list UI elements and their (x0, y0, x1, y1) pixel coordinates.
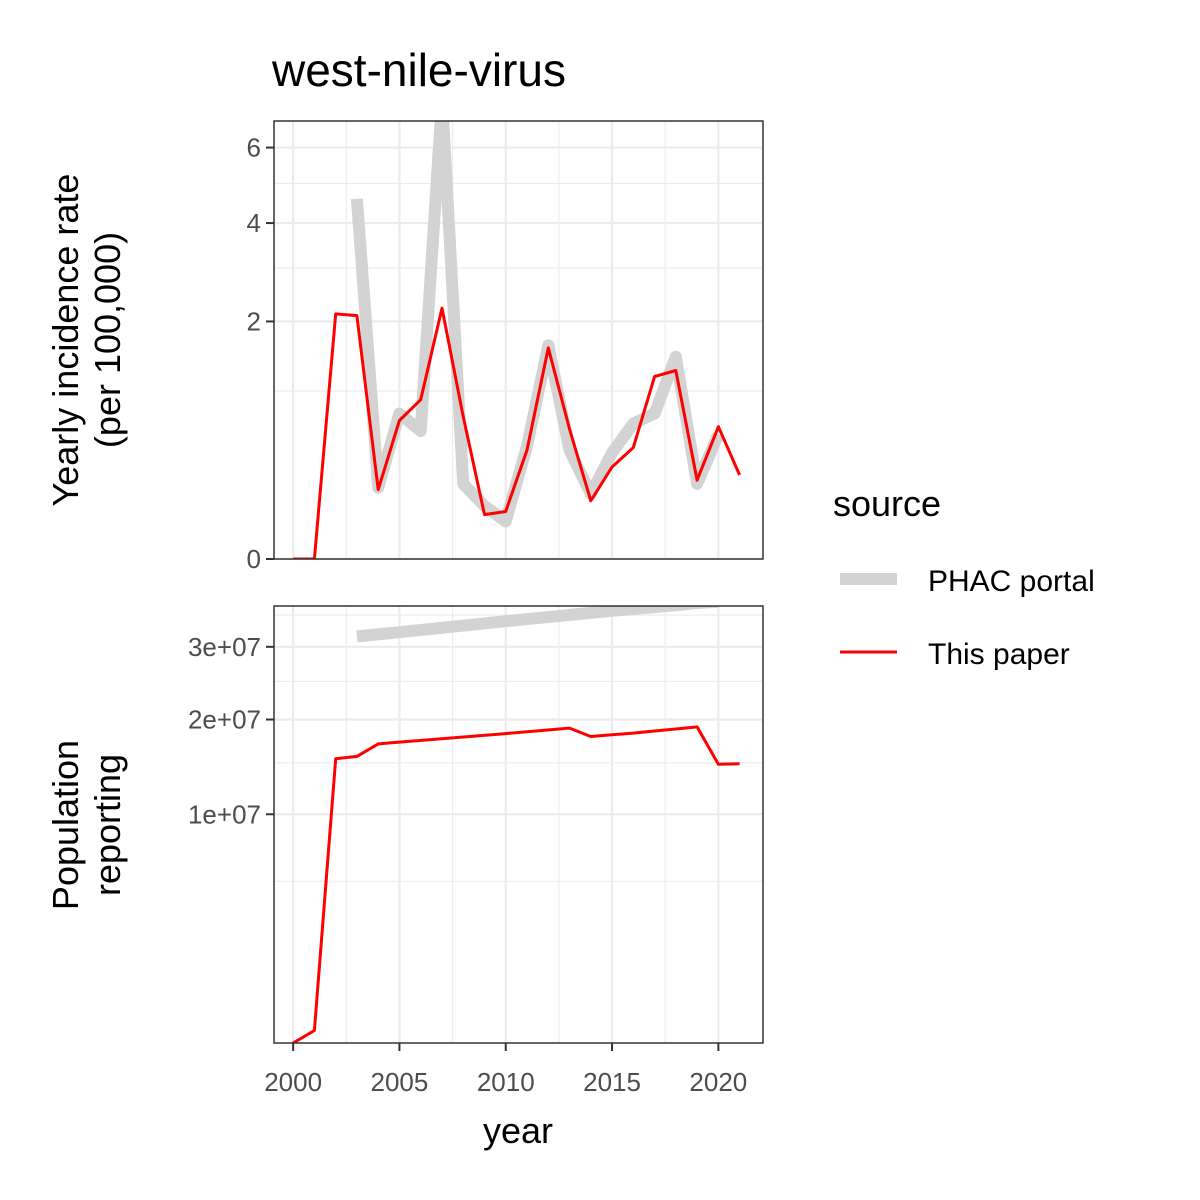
panel-incidence-border (273, 120, 764, 560)
series-line-phac-portal (356, 606, 719, 643)
y-axis-title-incidence-line2: (per 100,000) (87, 232, 128, 448)
panel-population: 1e+07 2e+07 3e+07 2000 2005 2010 2015 2020 Pop… (45, 605, 764, 1151)
y-axis-title-population-line2: reporting (87, 754, 128, 896)
panel-population-plot-area (292, 606, 740, 1043)
x-tick-label: 2010 (477, 1067, 535, 1097)
x-tick-label: 2020 (689, 1067, 747, 1097)
legend: source PHAC portal This paper (833, 483, 1095, 671)
legend-title: source (833, 483, 941, 524)
x-tick-label: 2005 (371, 1067, 429, 1097)
panel-population-grid (274, 606, 763, 1043)
y-tick-label: 2e+07 (188, 705, 261, 735)
y-tick-label: 1e+07 (188, 799, 261, 829)
x-tick-label: 2015 (583, 1067, 641, 1097)
series-line-this-paper (292, 725, 740, 1043)
y-axis-title-population-line1: Population (45, 740, 86, 910)
panel-population-background (274, 606, 763, 1043)
panel-population-border (273, 605, 764, 1044)
series-line-this-paper (293, 306, 741, 559)
x-axis-title: year (483, 1110, 553, 1151)
x-tick-label: 2000 (264, 1067, 322, 1097)
y-tick-label: 3e+07 (188, 632, 261, 662)
y-tick-label: 4 (247, 208, 261, 238)
legend-label-this-paper: This paper (928, 638, 1070, 671)
legend-label-phac-portal: PHAC portal (928, 565, 1095, 598)
chart-title: west-nile-virus (271, 44, 566, 96)
panel-population-y-axis: 1e+07 2e+07 3e+07 (188, 632, 274, 829)
y-tick-label: 6 (247, 133, 261, 163)
panel-incidence: 0 2 4 6 Yearly incidence rate (per 100,000) (45, 120, 764, 574)
x-axis: 2000 2005 2010 2015 2020 (264, 1043, 747, 1097)
y-tick-label: 2 (247, 306, 261, 336)
y-axis-title-incidence-line1: Yearly incidence rate (45, 174, 86, 507)
panel-incidence-plot-area (293, 121, 741, 559)
y-tick-label: 0 (247, 544, 261, 574)
panel-incidence-y-axis: 0 2 4 6 (247, 133, 274, 574)
